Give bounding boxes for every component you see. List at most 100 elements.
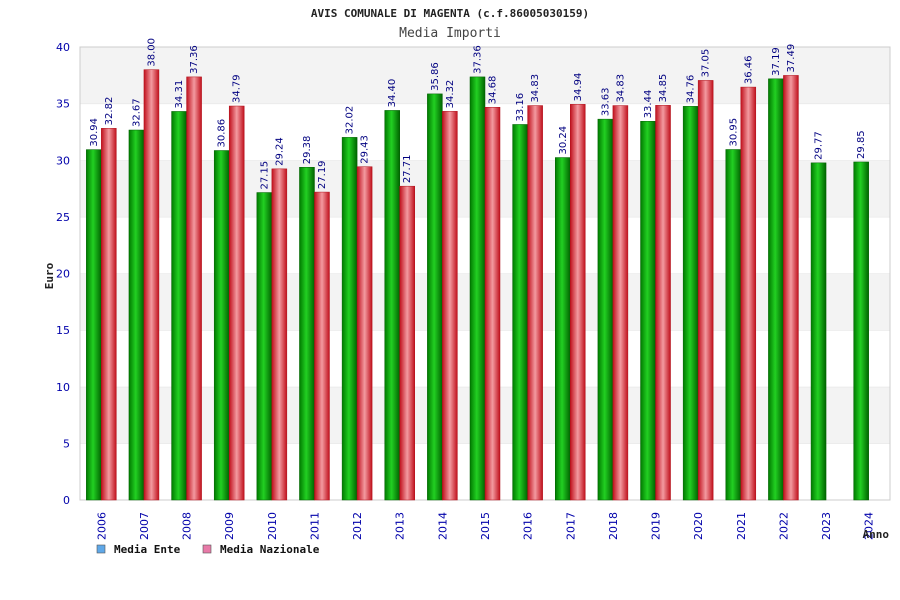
y-tick-label: 15 <box>56 324 70 337</box>
data-label-media-ente: 34.31 <box>174 80 185 109</box>
data-label-media-ente: 29.85 <box>856 130 867 159</box>
bar-media-nazionale <box>740 86 757 501</box>
y-axis-label: Euro <box>43 262 56 289</box>
bar-media-ente <box>341 137 358 501</box>
data-label-media-ente: 30.95 <box>728 118 739 147</box>
x-tick-label: 2012 <box>351 512 364 540</box>
legend-label-media-ente: Media Ente <box>114 543 181 556</box>
bar-media-ente <box>597 118 614 501</box>
bar-media-ente <box>427 93 443 501</box>
bar-media-ente <box>810 162 827 501</box>
data-label-media-ente: 34.40 <box>387 79 398 108</box>
data-label-media-nazionale: 37.36 <box>189 45 200 74</box>
bar-media-ente <box>640 121 656 501</box>
x-tick-label: 2006 <box>95 512 108 540</box>
x-tick-label: 2019 <box>650 512 663 540</box>
x-tick-label: 2008 <box>181 512 194 540</box>
x-tick-label: 2021 <box>735 512 748 540</box>
data-label-media-nazionale: 27.71 <box>402 155 413 184</box>
y-tick-label: 5 <box>63 437 70 450</box>
bar-media-ente <box>213 150 230 501</box>
data-label-media-nazionale: 34.85 <box>658 74 669 103</box>
bar-media-ente <box>86 149 102 501</box>
data-label-media-ente: 33.44 <box>643 90 654 119</box>
x-tick-label: 2015 <box>479 512 492 540</box>
y-tick-label: 0 <box>63 494 70 507</box>
data-label-media-nazionale: 27.19 <box>317 160 328 189</box>
bar-media-ente <box>768 78 784 501</box>
chart-subtitle: Media Importi <box>399 26 501 41</box>
y-tick-label: 20 <box>56 268 70 281</box>
bar-media-ente <box>171 111 187 501</box>
bars: 30.94 32.82 32.67 38.00 34.31 37.36 30.86 34.79… <box>86 38 869 501</box>
x-tick-label: 2016 <box>522 512 535 540</box>
bar-media-nazionale <box>143 69 160 501</box>
y-axis: 0 5 10 15 20 25 30 35 40 <box>56 41 70 507</box>
legend: Media Ente Media Nazionale <box>96 543 320 556</box>
bar-media-ente <box>128 129 145 501</box>
bar-media-nazionale <box>697 80 714 501</box>
data-label-media-nazionale: 29.24 <box>274 137 285 166</box>
bar-media-ente <box>853 161 869 501</box>
legend-swatch-media-ente <box>96 544 106 554</box>
data-label-media-nazionale: 37.49 <box>786 44 797 73</box>
data-label-media-ente: 30.86 <box>217 119 228 148</box>
data-label-media-nazionale: 29.43 <box>360 135 371 164</box>
x-tick-label: 2024 <box>863 512 876 540</box>
data-label-media-ente: 29.38 <box>302 136 313 165</box>
bar-media-nazionale <box>228 105 245 501</box>
data-label-media-nazionale: 34.94 <box>573 73 584 102</box>
y-tick-label: 35 <box>56 98 70 111</box>
data-label-media-nazionale: 34.83 <box>530 74 541 103</box>
data-label-media-ente: 34.76 <box>686 75 697 104</box>
bar-media-ente <box>299 167 315 501</box>
bar-media-ente <box>384 110 400 501</box>
chart-title: AVIS COMUNALE DI MAGENTA (c.f.8600503015… <box>311 7 589 20</box>
y-tick-label: 30 <box>56 154 70 167</box>
data-label-media-ente: 27.15 <box>259 161 270 190</box>
bar-media-nazionale <box>484 106 501 501</box>
legend-swatch-media-nazionale <box>202 544 212 554</box>
x-tick-label: 2020 <box>692 512 705 540</box>
bar-media-nazionale <box>527 105 543 501</box>
data-label-media-nazionale: 37.05 <box>701 49 712 78</box>
data-label-media-ente: 37.19 <box>771 47 782 76</box>
bar-media-ente <box>256 192 273 501</box>
x-tick-label: 2014 <box>436 512 449 540</box>
bar-media-nazionale <box>314 191 330 501</box>
data-label-media-nazionale: 38.00 <box>146 38 157 67</box>
x-tick-label: 2010 <box>266 512 279 540</box>
x-axis-label: Anno <box>863 528 890 541</box>
legend-label-media-nazionale: Media Nazionale <box>220 543 320 556</box>
bar-media-ente <box>512 124 528 501</box>
data-label-media-ente: 33.16 <box>515 93 526 122</box>
data-label-media-ente: 35.86 <box>430 62 441 91</box>
x-tick-label: 2017 <box>564 512 577 540</box>
x-tick-label: 2023 <box>820 512 833 540</box>
bar-media-nazionale <box>356 166 373 501</box>
bar-media-nazionale <box>271 168 288 501</box>
x-axis: 2006 2007 2008 2009 2010 2011 2012 2013 2014 2015… <box>95 512 875 540</box>
x-tick-label: 2011 <box>308 512 321 540</box>
x-tick-label: 2009 <box>223 512 236 540</box>
bar-media-nazionale <box>612 105 629 501</box>
x-tick-label: 2018 <box>607 512 620 540</box>
bar-media-nazionale <box>655 105 671 501</box>
data-label-media-ente: 32.02 <box>345 106 356 135</box>
y-tick-label: 40 <box>56 41 70 54</box>
bar-media-nazionale <box>399 185 415 501</box>
data-label-media-nazionale: 34.83 <box>615 74 626 103</box>
bar-media-nazionale <box>186 76 202 501</box>
data-label-media-nazionale: 32.82 <box>104 97 115 126</box>
data-label-media-ente: 30.24 <box>558 126 569 155</box>
bar-media-ente <box>725 149 742 501</box>
x-tick-label: 2013 <box>394 512 407 540</box>
bar-media-ente <box>469 76 486 501</box>
bar-media-ente <box>555 157 571 501</box>
data-label-media-ente: 29.77 <box>814 131 825 160</box>
data-label-media-ente: 33.63 <box>600 87 611 116</box>
data-label-media-ente: 32.67 <box>131 98 142 127</box>
x-tick-label: 2022 <box>777 512 790 540</box>
data-label-media-nazionale: 34.68 <box>488 76 499 105</box>
